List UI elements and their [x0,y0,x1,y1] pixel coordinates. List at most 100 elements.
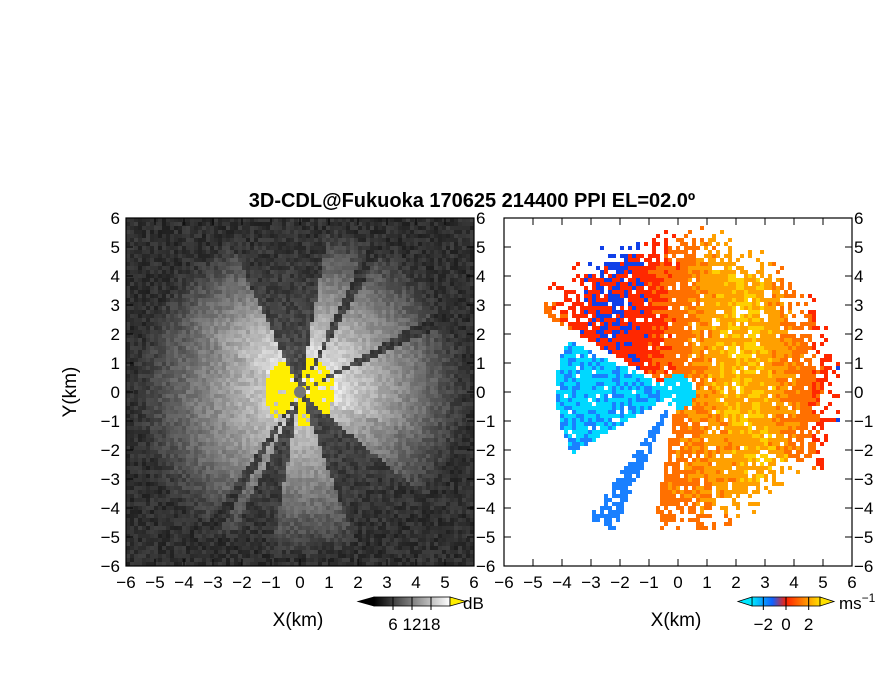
reflectivity-cell [126,230,130,234]
reflectivity-cell [182,302,186,306]
reflectivity-cell [226,270,230,274]
reflectivity-cell [330,502,334,506]
reflectivity-cell [210,418,214,422]
reflectivity-cell [186,394,190,398]
reflectivity-cell [262,470,266,474]
reflectivity-cell [218,466,222,470]
reflectivity-cell [146,534,150,538]
reflectivity-cell [278,430,282,434]
reflectivity-cell [338,442,342,446]
reflectivity-cell [226,530,230,534]
reflectivity-cell [314,362,318,366]
reflectivity-cell [262,446,266,450]
reflectivity-cell [250,482,254,486]
reflectivity-cell [254,266,258,270]
reflectivity-cell [294,478,298,482]
reflectivity-cell [154,482,158,486]
reflectivity-cell [134,474,138,478]
reflectivity-cell [170,458,174,462]
reflectivity-cell [226,330,230,334]
reflectivity-cell [266,246,270,250]
reflectivity-cell [290,526,294,530]
reflectivity-cell [142,478,146,482]
reflectivity-cell [126,322,130,326]
reflectivity-cell [290,258,294,262]
reflectivity-cell [282,538,286,542]
reflectivity-cell [322,262,326,266]
reflectivity-cell [214,374,218,378]
reflectivity-cell [182,382,186,386]
reflectivity-cell [302,310,306,314]
reflectivity-cell [226,334,230,338]
reflectivity-cell [214,482,218,486]
reflectivity-cell [182,238,186,242]
reflectivity-cell [334,386,338,390]
reflectivity-cell [234,482,238,486]
reflectivity-cell [274,418,278,422]
reflectivity-cell [346,218,350,222]
reflectivity-cell [150,302,154,306]
reflectivity-cell [182,502,186,506]
reflectivity-cell [334,446,338,450]
reflectivity-cell [142,558,146,562]
reflectivity-cell [134,438,138,442]
reflectivity-cell [126,554,130,558]
reflectivity-cell [190,478,194,482]
reflectivity-cell [126,550,130,554]
reflectivity-cell [226,518,230,522]
reflectivity-cell [182,282,186,286]
reflectivity-cell [338,438,342,442]
reflectivity-cell [202,466,206,470]
reflectivity-cell [298,286,302,290]
reflectivity-cell [250,362,254,366]
reflectivity-cell [174,534,178,538]
reflectivity-cell [126,518,130,522]
reflectivity-cell [186,482,190,486]
reflectivity-cell [278,534,282,538]
reflectivity-cell [206,446,210,450]
reflectivity-cell [350,230,354,234]
reflectivity-cell [126,418,130,422]
reflectivity-cell [210,534,214,538]
reflectivity-cell [306,406,310,410]
reflectivity-cell [154,314,158,318]
reflectivity-cell [278,530,282,534]
reflectivity-cell [282,438,286,442]
reflectivity-cell [266,438,270,442]
reflectivity-cell [298,450,302,454]
reflectivity-cell [222,406,226,410]
reflectivity-cell [138,546,142,550]
reflectivity-cell [218,422,222,426]
reflectivity-cell [246,398,250,402]
reflectivity-cell [314,426,318,430]
reflectivity-cell [258,354,262,358]
reflectivity-cell [290,434,294,438]
reflectivity-cell [146,418,150,422]
reflectivity-cell [238,466,242,470]
reflectivity-cell [206,418,210,422]
reflectivity-cell [242,318,246,322]
reflectivity-cell [138,326,142,330]
reflectivity-cell [306,526,310,530]
reflectivity-cell [142,282,146,286]
reflectivity-cell [238,226,242,230]
reflectivity-cell [326,270,330,274]
reflectivity-cell [158,458,162,462]
reflectivity-cell [234,286,238,290]
reflectivity-cell [294,522,298,526]
reflectivity-cell [266,290,270,294]
reflectivity-cell [302,270,306,274]
reflectivity-cell [310,258,314,262]
reflectivity-cell [246,326,250,330]
reflectivity-cell [254,322,258,326]
reflectivity-cell [338,290,342,294]
reflectivity-cell [322,534,326,538]
reflectivity-cell [130,550,134,554]
reflectivity-cell [258,338,262,342]
reflectivity-cell [294,362,298,366]
reflectivity-cell [298,274,302,278]
reflectivity-cell [198,318,202,322]
reflectivity-cell [262,414,266,418]
reflectivity-cell [218,266,222,270]
reflectivity-cell [266,526,270,530]
